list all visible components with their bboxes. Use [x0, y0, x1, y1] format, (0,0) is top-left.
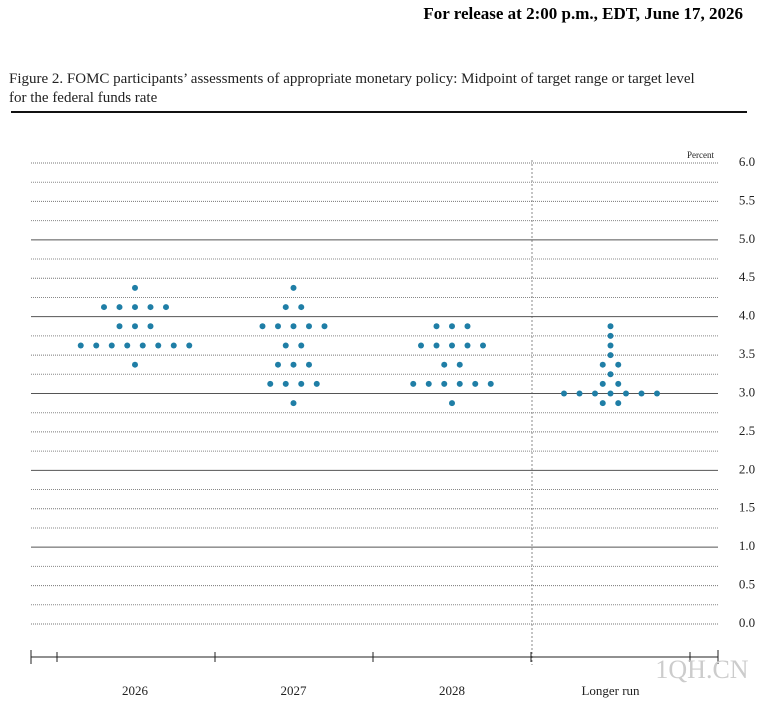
- dot: [298, 342, 305, 349]
- dot: [282, 304, 289, 311]
- dot: [456, 380, 463, 387]
- dot: [298, 304, 305, 311]
- dot: [433, 323, 440, 330]
- y-tick-label: 3.0: [739, 384, 755, 399]
- dot: [456, 361, 463, 368]
- y-tick-label: 2.0: [739, 461, 755, 476]
- dot: [592, 390, 598, 397]
- dot: [441, 380, 448, 387]
- dot: [101, 304, 107, 311]
- dot: [410, 380, 417, 387]
- x-tick-label: Longer run: [581, 683, 640, 698]
- dot: [170, 342, 177, 349]
- y-tick-label: 0.0: [739, 615, 755, 630]
- dot: [321, 323, 328, 330]
- dot: [472, 380, 479, 387]
- dot: [306, 323, 312, 330]
- y-tick-label: 6.0: [739, 154, 755, 169]
- dot: [290, 400, 297, 407]
- dot: [418, 342, 424, 349]
- dot: [298, 380, 305, 387]
- dot: [275, 361, 281, 368]
- dot: [607, 332, 614, 339]
- dot: [313, 380, 320, 387]
- chart-title: Figure 2. FOMC participants’ assessments…: [9, 71, 695, 106]
- dot: [132, 284, 138, 291]
- x-tick-label: 2027: [281, 683, 308, 698]
- dot: [155, 342, 162, 349]
- dot: [449, 342, 455, 349]
- dot: [599, 380, 606, 387]
- dot: [290, 323, 297, 330]
- dot: [124, 342, 131, 349]
- dot: [267, 380, 274, 387]
- dot: [108, 342, 115, 349]
- dot: [282, 342, 289, 349]
- dot: [93, 342, 100, 349]
- dot: [186, 342, 193, 349]
- dot: [654, 390, 660, 397]
- dot: [615, 380, 622, 387]
- dot: [147, 323, 154, 330]
- dot: [607, 323, 614, 330]
- y-tick-label: 3.5: [739, 346, 755, 361]
- dot: [77, 342, 84, 349]
- dot: [607, 352, 614, 359]
- dot: [449, 400, 455, 407]
- y-tick-label: 5.5: [739, 192, 755, 207]
- y-tick-label: 4.0: [739, 308, 755, 323]
- dot: [163, 304, 169, 311]
- dot: [615, 400, 622, 407]
- dot: [599, 361, 606, 368]
- y-tick-label: 4.5: [739, 269, 755, 284]
- dot: [638, 390, 645, 397]
- dot: [116, 323, 123, 330]
- x-tick-label: 2028: [439, 683, 465, 698]
- dot: [139, 342, 146, 349]
- dot: [487, 380, 494, 387]
- y-tick-label: 0.5: [739, 577, 755, 592]
- dot: [306, 361, 312, 368]
- dot: [147, 304, 154, 311]
- dot: [576, 390, 583, 397]
- dot: [607, 390, 614, 397]
- dot: [599, 400, 606, 407]
- dot: [480, 342, 486, 349]
- rule: [11, 111, 747, 113]
- dot: [433, 342, 440, 349]
- dot: [275, 323, 281, 330]
- y-tick-label: 5.0: [739, 231, 755, 246]
- dot: [290, 284, 297, 291]
- dot: [561, 390, 567, 397]
- y-axis-label: Percent: [687, 150, 714, 160]
- y-tick-label: 2.5: [739, 423, 755, 438]
- dot: [607, 371, 614, 378]
- dot: [615, 361, 622, 368]
- dot: [425, 380, 432, 387]
- dot: [290, 361, 297, 368]
- watermark: 1QH.CN: [655, 655, 748, 684]
- x-tick-label: 2026: [122, 683, 149, 698]
- dot: [132, 304, 138, 311]
- dot: [116, 304, 123, 311]
- release-note: For release at 2:00 p.m., EDT, June 17, …: [423, 4, 743, 23]
- dot: [441, 361, 448, 368]
- dot: [464, 323, 471, 330]
- dot: [607, 342, 614, 349]
- dot: [464, 342, 471, 349]
- dot: [623, 390, 629, 397]
- dot: [449, 323, 455, 330]
- y-tick-label: 1.5: [739, 500, 755, 515]
- y-tick-label: 1.0: [739, 538, 755, 553]
- dot: [132, 361, 138, 368]
- dot: [132, 323, 138, 330]
- dot: [259, 323, 266, 330]
- dot: [282, 380, 289, 387]
